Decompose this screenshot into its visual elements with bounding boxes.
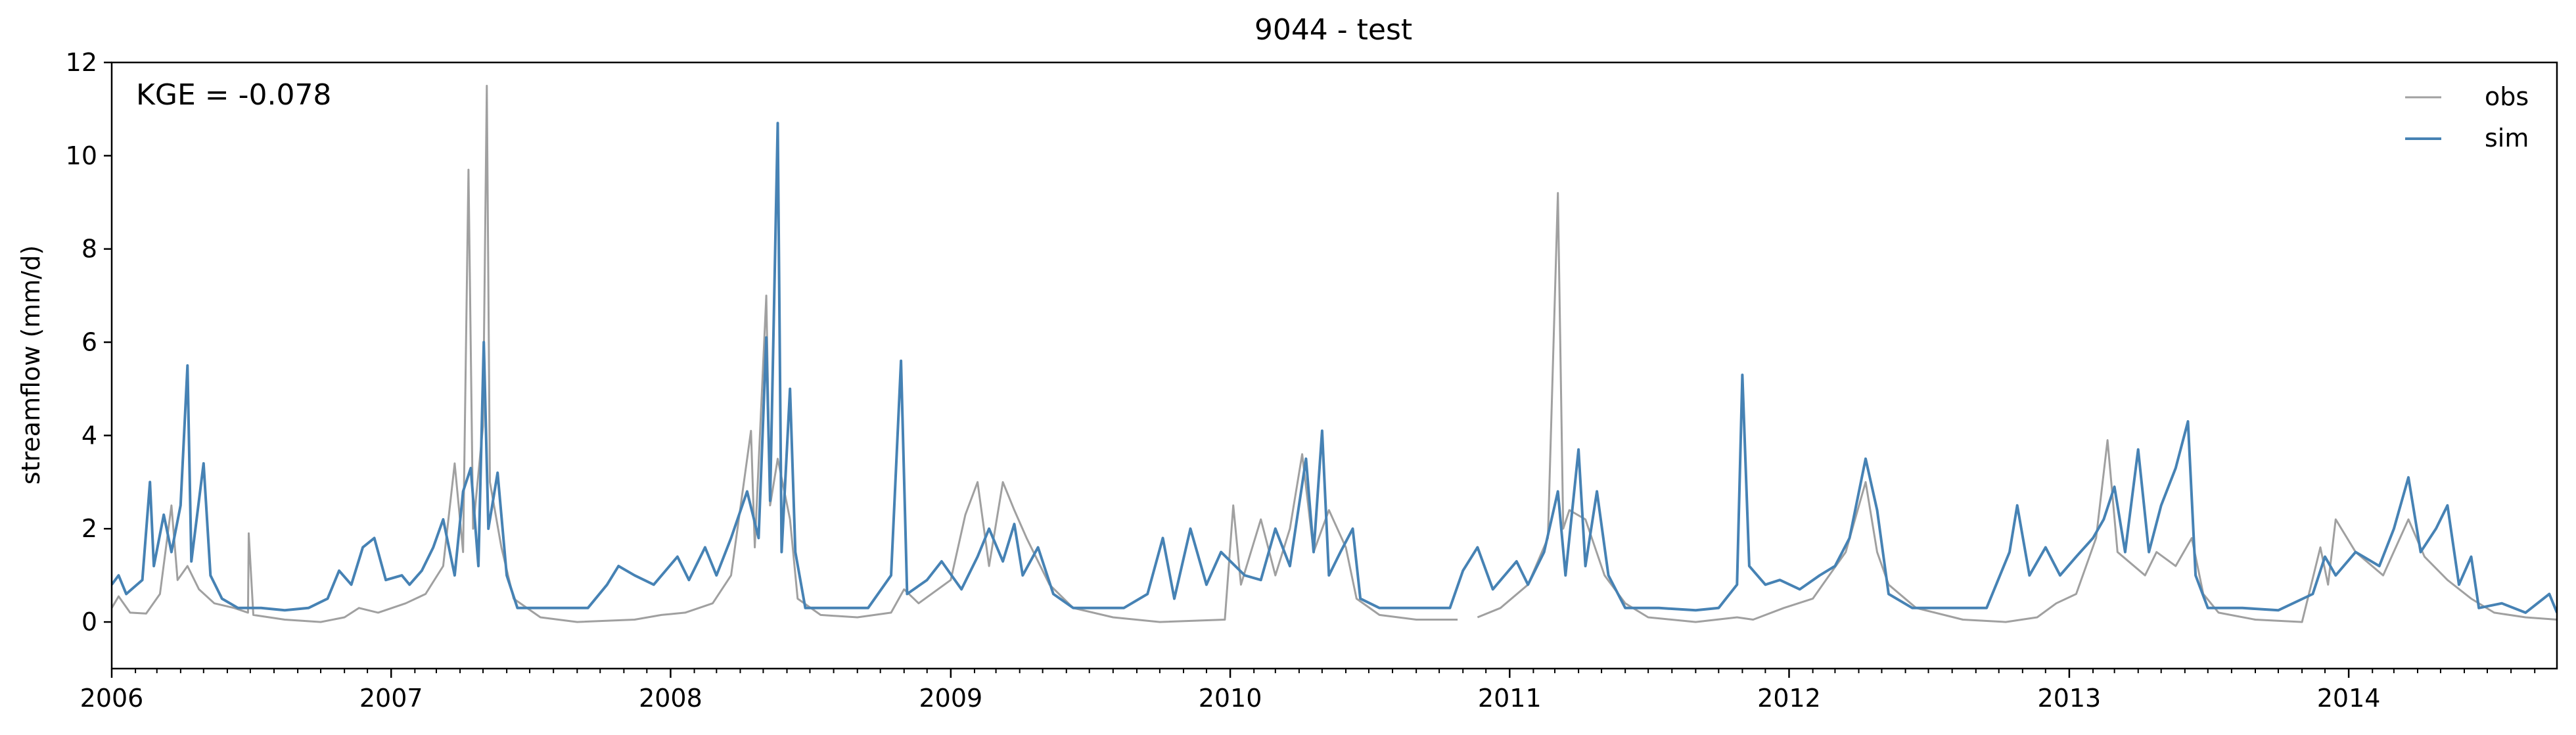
- chart-title: 9044 - test: [1254, 13, 1412, 47]
- y-tick-label: 10: [66, 141, 97, 170]
- x-tick-label: 2013: [2038, 684, 2102, 713]
- series-layer: [112, 85, 2557, 623]
- legend-label-obs: obs: [2485, 82, 2529, 111]
- y-tick-label: 4: [81, 421, 97, 450]
- y-axis: 0 2 4 6 8 10 12: [66, 48, 112, 636]
- x-tick-label: 2008: [639, 684, 702, 713]
- x-tick-label: 2014: [2317, 684, 2381, 713]
- y-tick-label: 6: [81, 328, 97, 357]
- y-tick-label: 0: [81, 607, 97, 636]
- x-axis: 2006 2007 2008 2009 2010 2011 2012 2013 2014: [80, 669, 2536, 713]
- series-line-sim: [112, 122, 2557, 614]
- legend: obs sim: [2405, 82, 2529, 153]
- x-tick-label: 2012: [1757, 684, 1821, 713]
- y-tick-label: 12: [66, 48, 97, 77]
- x-tick-label: 2011: [1478, 684, 1542, 713]
- x-tick-label: 2010: [1199, 684, 1262, 713]
- legend-label-sim: sim: [2485, 124, 2529, 153]
- y-axis-label: streamflow (mm/d): [16, 245, 45, 485]
- plot-frame: [110, 61, 2558, 670]
- x-tick-label: 2006: [80, 684, 144, 713]
- kge-annotation: KGE = -0.078: [136, 78, 331, 112]
- x-tick-label: 2007: [359, 684, 423, 713]
- y-tick-label: 8: [81, 235, 97, 264]
- x-tick-label: 2009: [919, 684, 982, 713]
- y-tick-label: 2: [81, 514, 97, 543]
